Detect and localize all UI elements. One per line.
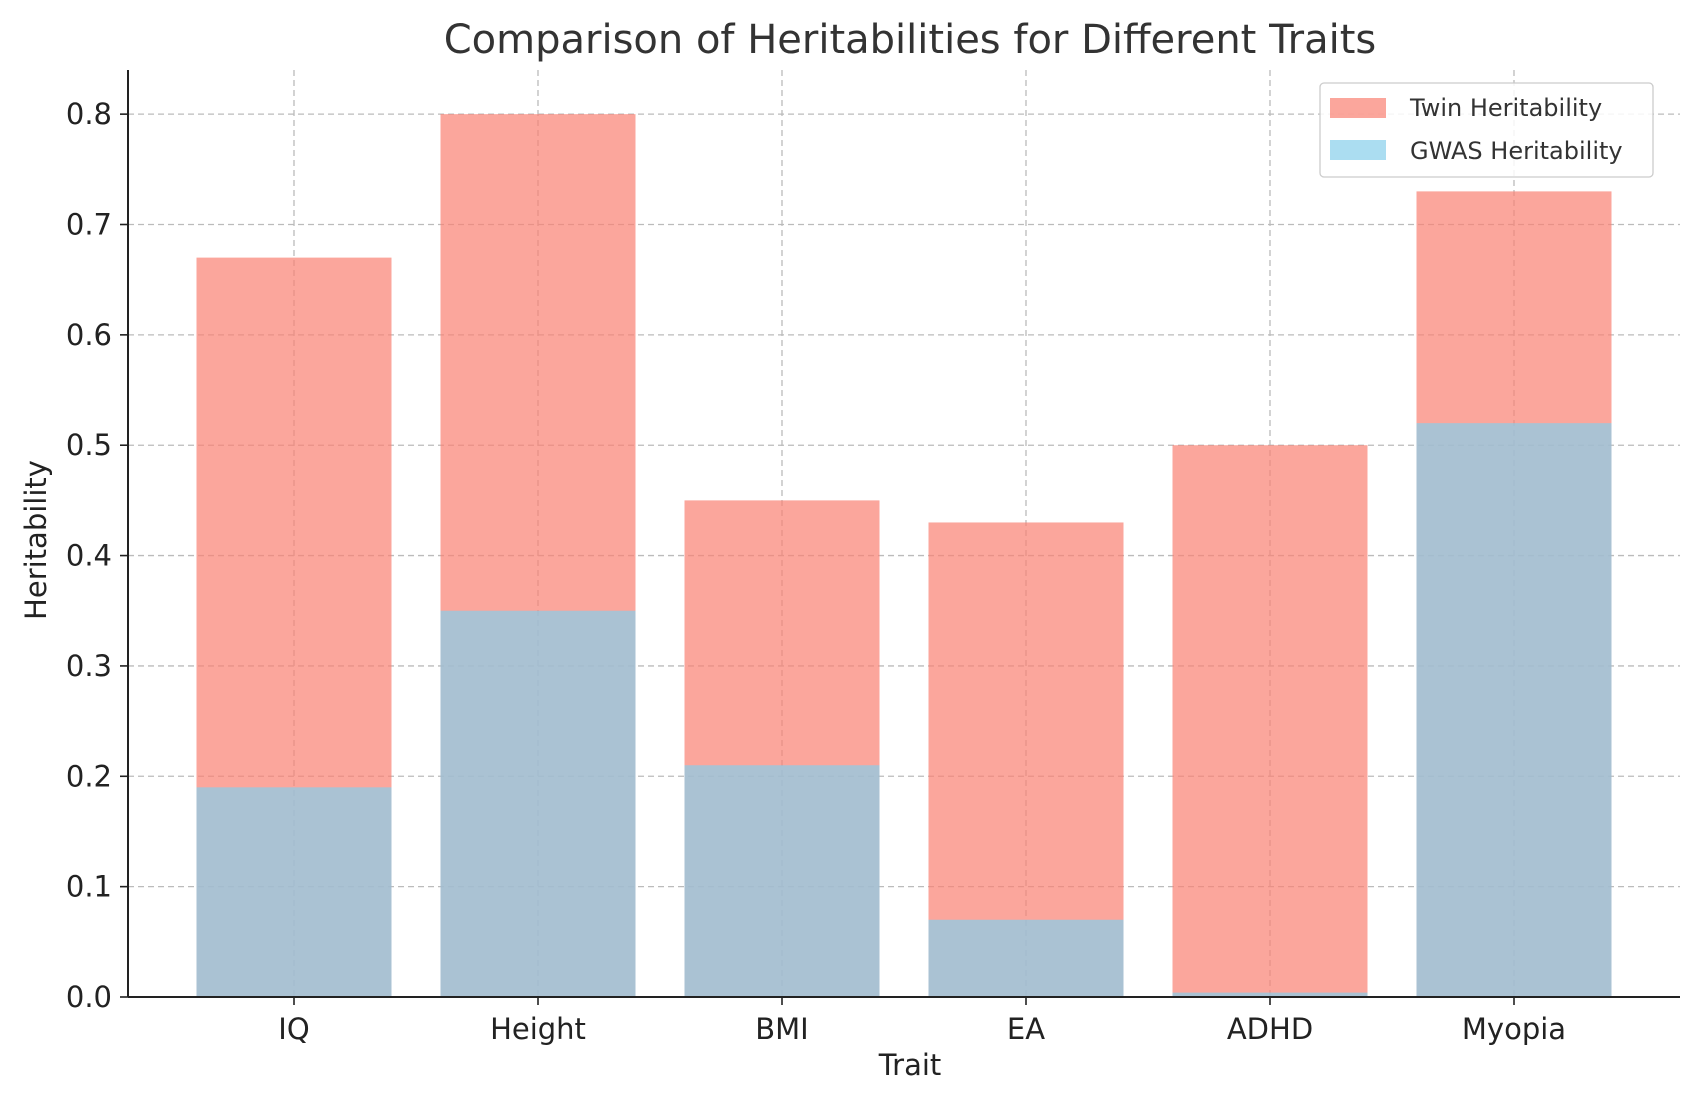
x-axis-label: Trait bbox=[878, 1048, 942, 1082]
legend: Twin Heritability GWAS Heritability bbox=[1319, 82, 1654, 178]
y-tick-label: 0.5 bbox=[66, 428, 112, 462]
bar-gwas bbox=[440, 610, 636, 997]
chart-title: Comparison of Heritabilities for Differe… bbox=[444, 17, 1376, 63]
x-tick-label: EA bbox=[1007, 1012, 1045, 1046]
axes: 0.0 0.1 0.2 0.3 0.4 0.5 0.6 0.7 0.8 IQ Height BMI EA… bbox=[66, 70, 1680, 1046]
legend-swatch-twin bbox=[1330, 98, 1386, 118]
y-tick-label: 0.0 bbox=[66, 980, 112, 1014]
x-tick-label: Height bbox=[490, 1012, 586, 1046]
y-tick-label: 0.8 bbox=[66, 97, 112, 131]
x-tick-label: BMI bbox=[755, 1012, 808, 1046]
bar-gwas bbox=[196, 787, 392, 997]
bar-gwas bbox=[1172, 992, 1368, 997]
bar-gwas bbox=[1416, 423, 1612, 998]
y-tick-label: 0.1 bbox=[66, 870, 112, 904]
y-tick-label: 0.7 bbox=[66, 208, 112, 242]
y-tick-label: 0.3 bbox=[66, 649, 112, 683]
bar-gwas bbox=[684, 765, 880, 997]
bars bbox=[196, 114, 1612, 998]
bar-gwas bbox=[928, 919, 1124, 997]
legend-frame bbox=[1319, 82, 1654, 178]
bar-twin bbox=[1172, 445, 1368, 997]
legend-label-twin: Twin Heritability bbox=[1409, 94, 1602, 122]
y-axis-label: Heritability bbox=[19, 460, 53, 620]
y-tick-label: 0.2 bbox=[66, 759, 112, 793]
x-tick-label: ADHD bbox=[1227, 1012, 1313, 1046]
x-tick-label: IQ bbox=[278, 1012, 309, 1046]
y-tick-label: 0.6 bbox=[66, 318, 112, 352]
legend-label-gwas: GWAS Heritability bbox=[1410, 137, 1623, 165]
y-tick-label: 0.4 bbox=[66, 539, 112, 573]
x-tick-label: Myopia bbox=[1462, 1012, 1566, 1046]
bar-twin bbox=[928, 522, 1124, 997]
legend-swatch-gwas bbox=[1330, 140, 1386, 160]
